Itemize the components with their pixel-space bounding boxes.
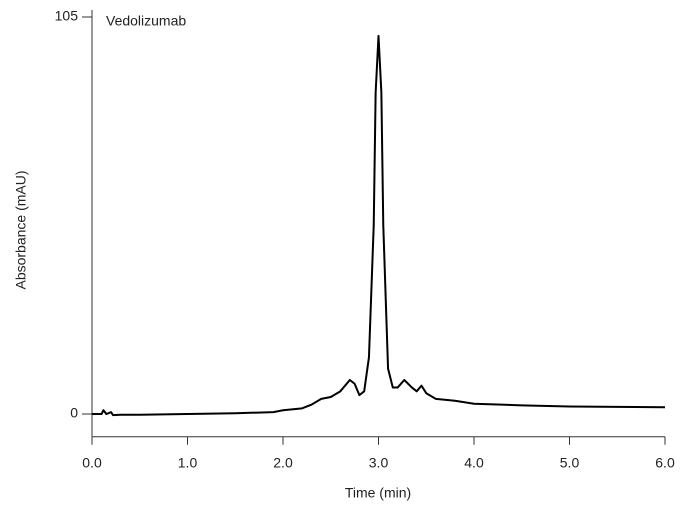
x-tick-label: 2.0 xyxy=(273,454,293,470)
y-axis-title: Absorbance (mAU) xyxy=(13,170,29,289)
y-tick-label: 0 xyxy=(70,405,78,421)
x-tick-label: 0.0 xyxy=(82,454,102,470)
line-series xyxy=(92,34,666,417)
annotation: Vedolizumab xyxy=(106,13,186,29)
x-tick-label: 4.0 xyxy=(464,454,484,470)
x-axis-title: Time (min) xyxy=(345,485,411,501)
x-tick-label: 5.0 xyxy=(560,454,580,470)
x-tick-label: 6.0 xyxy=(655,454,675,470)
x-tick-label: 3.0 xyxy=(369,454,389,470)
x-tick-label: 1.0 xyxy=(178,454,198,470)
y-tick-label: 105 xyxy=(55,8,79,24)
